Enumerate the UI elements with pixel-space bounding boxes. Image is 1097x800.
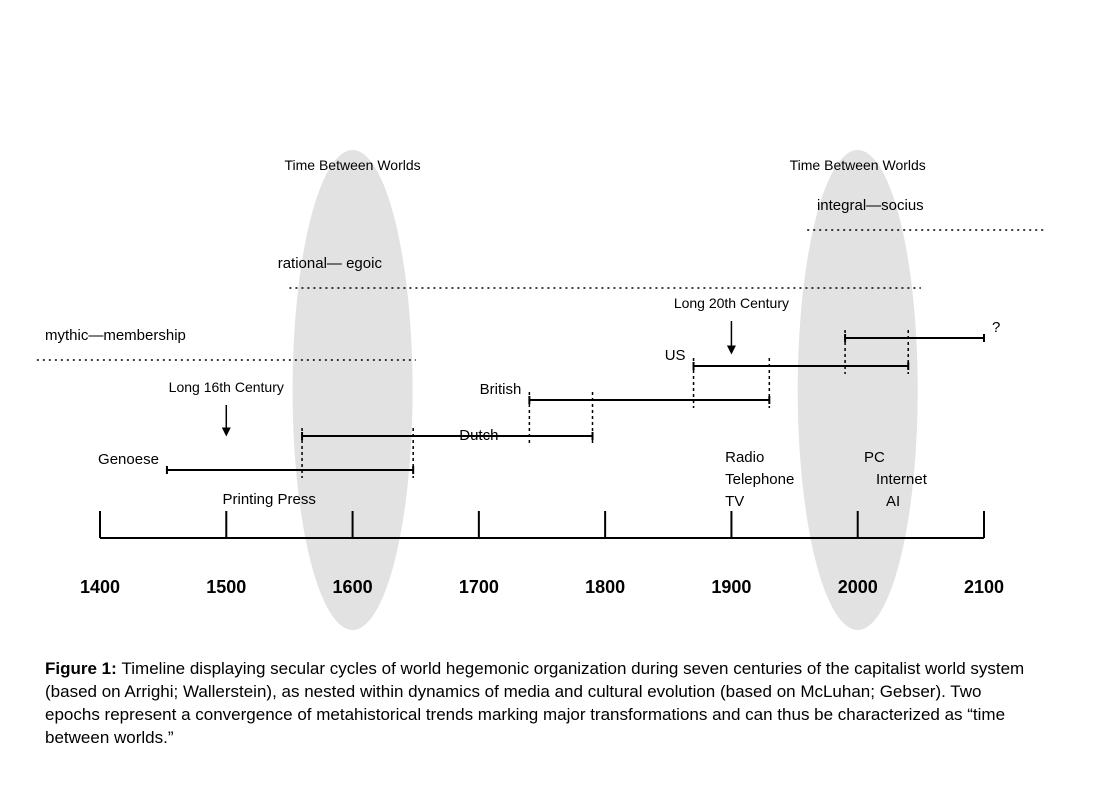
caption-body: Timeline displaying secular cycles of wo… xyxy=(45,659,1024,747)
tech-label: PC xyxy=(864,449,885,466)
hegemon-label: US xyxy=(665,347,686,364)
axis-tick-label: 1400 xyxy=(80,577,120,597)
caption-prefix: Figure 1: xyxy=(45,659,122,678)
axis-tick-label: 2100 xyxy=(964,577,1004,597)
timeline-diagram: Time Between Worlds Time Between Worlds my… xyxy=(0,0,1097,640)
hegemon-label: Genoese xyxy=(98,451,159,468)
hegemon-label: ? xyxy=(992,319,1000,336)
tbw-ellipse xyxy=(798,150,918,630)
axis-tick-label: 1700 xyxy=(459,577,499,597)
tech-label: Telephone xyxy=(725,471,794,488)
tbw-label: Time Between Worlds xyxy=(790,157,926,173)
axis-tick-label: 1900 xyxy=(711,577,751,597)
axis-tick-label: 1500 xyxy=(206,577,246,597)
era-label: mythic—membership xyxy=(45,327,186,344)
tech-label: TV xyxy=(725,493,744,510)
hegemon-label: Dutch xyxy=(459,427,498,444)
tech-label: Radio xyxy=(725,449,764,466)
axis-tick-label: 1600 xyxy=(333,577,373,597)
tech-label: AI xyxy=(886,493,900,510)
century-label: Long 20th Century xyxy=(674,295,789,311)
tbw-ellipse xyxy=(293,150,413,630)
era-label: rational— egoic xyxy=(278,255,383,272)
axis-tick-label: 2000 xyxy=(838,577,878,597)
tbw-label: Time Between Worlds xyxy=(284,157,420,173)
era-label: integral—socius xyxy=(817,197,924,214)
hegemon-label: British xyxy=(480,381,522,398)
tech-label: Printing Press xyxy=(222,491,315,508)
axis-tick-label: 1800 xyxy=(585,577,625,597)
century-label: Long 16th Century xyxy=(169,379,284,395)
tech-label: Internet xyxy=(876,471,928,488)
figure-caption: Figure 1: Timeline displaying secular cy… xyxy=(45,658,1037,750)
